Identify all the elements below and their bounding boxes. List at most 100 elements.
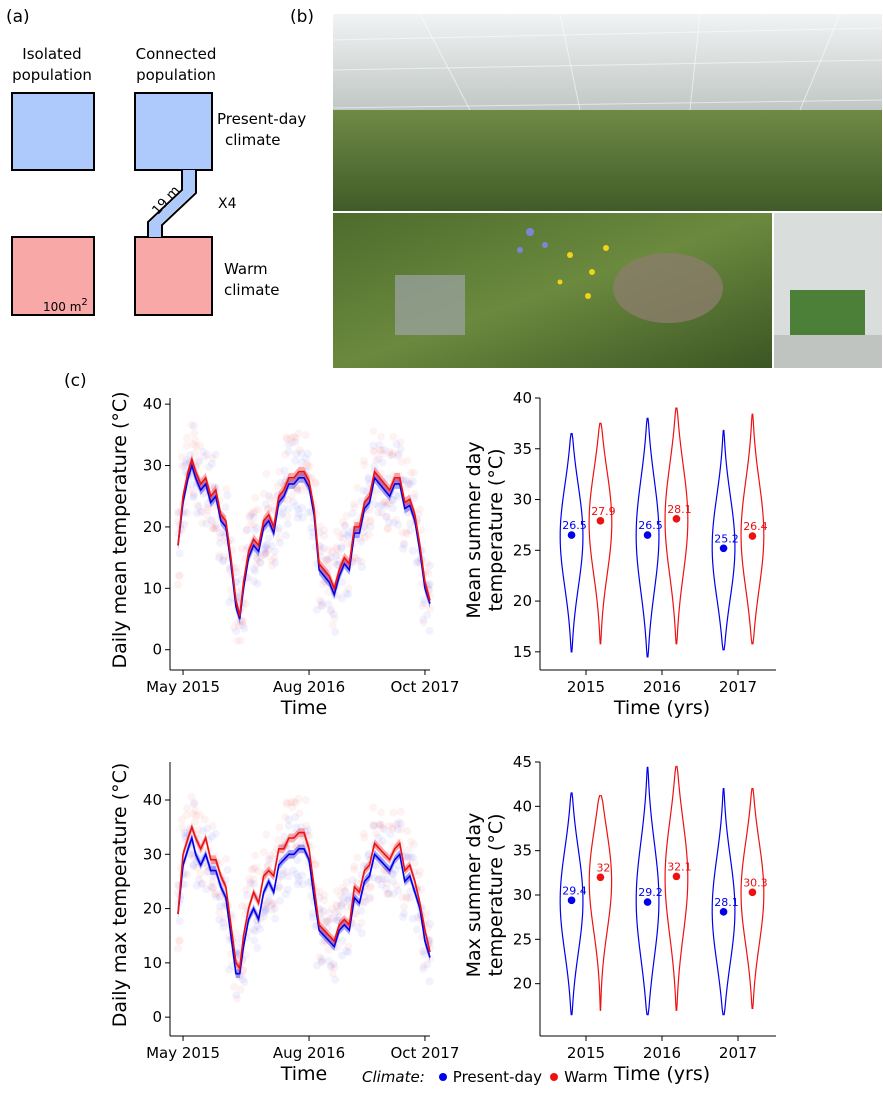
c2-y-title-1: Mean summer day: [463, 441, 485, 618]
c1-raw-point: [413, 557, 422, 566]
c1-raw-point: [332, 543, 341, 552]
experiment-diagram: Isolated population Connected population…: [11, 45, 306, 316]
c1-raw-point: [270, 547, 279, 556]
c1-raw-point: [388, 504, 397, 513]
panel-label-b: (b): [290, 7, 314, 27]
c1-raw-point: [222, 485, 231, 494]
c1-raw-point: [252, 552, 261, 561]
c1-raw-point: [344, 590, 353, 599]
c1-raw-point: [360, 522, 369, 531]
c3-raw-point: [343, 903, 352, 912]
c3-raw-point: [317, 955, 326, 964]
c3-raw-point: [241, 950, 250, 959]
c1-raw-point: [317, 547, 326, 556]
c2-mean-point-2016-warm: [672, 515, 681, 523]
legend: Climate: Present-day Warm: [362, 1068, 608, 1086]
c1-raw-point: [381, 502, 390, 511]
c1-raw-point: [256, 553, 265, 562]
c4-violin-2017-warm: [740, 787, 765, 1010]
c1-raw-point: [359, 528, 368, 537]
c1-raw-point: [203, 505, 212, 514]
c2-mean-point-2015-present-day: [567, 531, 576, 539]
c3-raw-point: [233, 994, 242, 1003]
c3-raw-point: [392, 820, 401, 829]
c1-raw-point: [365, 530, 374, 539]
c1-raw-point: [262, 548, 271, 557]
c4-y-tick-label: 25: [513, 930, 532, 948]
c3-x-tick-label: May 2015: [146, 1044, 220, 1062]
c3-raw-point: [328, 969, 337, 978]
c3-raw-point: [261, 900, 270, 909]
c1-raw-point: [372, 456, 381, 465]
c3-raw-point: [376, 840, 385, 849]
c1-raw-point: [293, 484, 302, 493]
c3-raw-point: [192, 811, 201, 820]
c1-raw-point: [189, 493, 198, 502]
c3-raw-point: [370, 873, 379, 882]
c1-raw-point: [396, 437, 405, 446]
c3-raw-point: [235, 972, 244, 981]
c1-raw-point: [417, 525, 426, 534]
c1-raw-point: [366, 522, 375, 531]
c1-raw-point: [202, 450, 211, 459]
c3-raw-point: [211, 829, 220, 838]
c1-raw-point: [388, 451, 397, 460]
c3-raw-point: [388, 822, 397, 831]
c3-raw-point: [418, 947, 427, 956]
c1-raw-point: [392, 515, 401, 524]
c1-raw-point: [404, 508, 413, 517]
c3-raw-point: [360, 833, 369, 842]
c1-raw-point: [408, 546, 417, 555]
c1-raw-point: [337, 544, 346, 553]
c1-raw-point: [216, 533, 225, 542]
c1-raw-point: [287, 491, 296, 500]
c4-x-title: Time (yrs): [613, 1063, 710, 1085]
c1-raw-point: [271, 558, 280, 567]
c1-raw-point: [352, 553, 361, 562]
c3-raw-point: [251, 927, 260, 936]
c1-raw-point: [210, 483, 219, 492]
c1-raw-point: [338, 517, 347, 526]
c1-raw-point: [324, 587, 333, 596]
c1-raw-point: [200, 452, 209, 461]
c3-raw-point: [293, 856, 302, 865]
c1-raw-point: [187, 421, 196, 430]
c1-raw-point: [189, 440, 198, 449]
c3-raw-point: [359, 829, 368, 838]
c3-raw-point: [364, 849, 373, 858]
c3-raw-point: [397, 825, 406, 834]
c3-raw-point: [262, 905, 271, 914]
c4-violin-2017-present-day: [711, 787, 736, 1016]
c1-raw-point: [315, 528, 324, 537]
c1-raw-point: [379, 498, 388, 507]
c3-raw-point: [376, 854, 385, 863]
isolated-present-box: [11, 92, 95, 171]
c1-raw-point: [264, 504, 273, 513]
c3-raw-point: [297, 823, 306, 832]
c1-raw-point: [386, 451, 395, 460]
area-label: 100 m2: [43, 297, 88, 314]
c1-raw-point: [317, 598, 326, 607]
c1-raw-point: [297, 486, 306, 495]
c1-raw-point: [196, 508, 205, 517]
c2-y-tick-label: 40: [513, 389, 532, 407]
c3-raw-point: [337, 901, 346, 910]
c3-raw-point: [215, 893, 224, 902]
c3-raw-point: [251, 863, 260, 872]
c1-series-line-warm: [177, 456, 431, 617]
isolated-label-2: population: [12, 66, 92, 84]
c3-raw-point: [242, 890, 251, 899]
c3-raw-point: [401, 893, 410, 902]
c3-raw-point: [406, 893, 415, 902]
c1-raw-point: [377, 446, 386, 455]
c1-raw-point: [426, 561, 434, 570]
c3-raw-point: [289, 866, 298, 875]
c3-raw-point: [330, 963, 339, 972]
c1-raw-point: [385, 499, 394, 508]
c3-raw-point: [295, 809, 304, 818]
c1-raw-point: [419, 618, 428, 627]
panel-label-c: (c): [64, 371, 87, 391]
c1-x-title: Time: [280, 697, 328, 719]
c3-raw-point: [341, 886, 350, 895]
c3-raw-point: [178, 823, 187, 832]
